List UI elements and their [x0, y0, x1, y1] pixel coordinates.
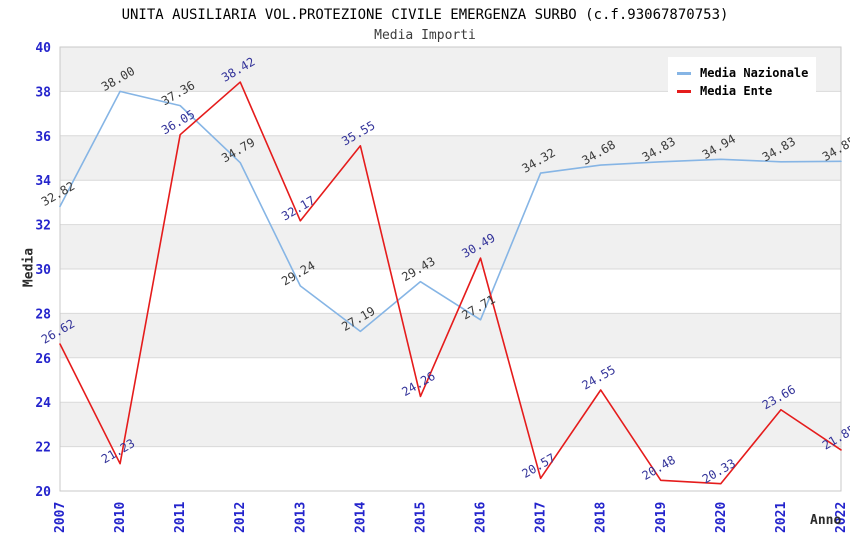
y-tick-label: 34 — [35, 174, 51, 189]
x-tick-label: 2007 — [53, 502, 68, 533]
x-tick-label: 2017 — [534, 502, 549, 533]
legend-item-media-nazionale: Media Nazionale — [677, 64, 808, 82]
point-label: 20.33 — [700, 456, 738, 486]
y-tick-label: 38 — [35, 85, 51, 100]
series-line-media-ente — [59, 81, 842, 485]
chart-subtitle: Media Importi — [374, 28, 476, 43]
y-tick-label: 22 — [35, 441, 51, 456]
x-tick-label: 2018 — [594, 502, 609, 533]
plot-border — [59, 46, 842, 492]
y-tick-label: 26 — [35, 352, 51, 367]
x-tick-label: 2022 — [834, 502, 849, 533]
point-label: 32.17 — [279, 193, 317, 223]
chart-title: UNITA AUSILIARIA VOL.PROTEZIONE CIVILE E… — [121, 7, 729, 23]
legend-label-media-ente: Media Ente — [700, 84, 773, 98]
x-tick-label: 2016 — [474, 502, 489, 533]
media-ente-line-swatch-icon — [677, 89, 691, 93]
plot-band — [60, 224, 841, 269]
y-tick-label: 36 — [35, 130, 51, 145]
x-tick-label: 2012 — [233, 502, 248, 533]
y-tick-label: 32 — [35, 219, 51, 234]
y-tick-label: 20 — [35, 485, 51, 500]
y-tick-label: 24 — [35, 396, 51, 411]
point-label: 36.05 — [159, 107, 197, 137]
x-tick-label: 2015 — [413, 502, 428, 533]
plot-band — [60, 313, 841, 358]
x-tick-label: 2021 — [774, 502, 789, 533]
x-tick-label: 2014 — [353, 502, 368, 533]
plot-band — [60, 402, 841, 447]
x-tick-label: 2019 — [654, 502, 669, 533]
media-nazionale-line-swatch-icon — [677, 71, 691, 75]
x-tick-label: 2010 — [113, 502, 128, 533]
y-tick-label: 28 — [35, 307, 51, 322]
x-tick-label: 2013 — [293, 502, 308, 533]
x-tick-label: 2011 — [173, 502, 188, 533]
legend-label-media-nazionale: Media Nazionale — [700, 66, 809, 80]
y-tick-label: 30 — [35, 263, 51, 278]
point-label: 24.55 — [580, 362, 618, 392]
y-axis-title: Media — [21, 247, 37, 288]
series-line-media-nazionale — [59, 90, 842, 333]
chart-legend: Media Nazionale Media Ente — [668, 57, 816, 107]
point-label: 24.26 — [399, 369, 437, 399]
plot-band — [60, 135, 841, 181]
y-tick-label: 40 — [35, 41, 51, 56]
x-axis-title: Anno — [810, 513, 842, 528]
legend-item-media-ente: Media Ente — [677, 82, 808, 100]
x-tick-label: 2020 — [714, 502, 729, 533]
point-label: 20.57 — [519, 451, 557, 481]
